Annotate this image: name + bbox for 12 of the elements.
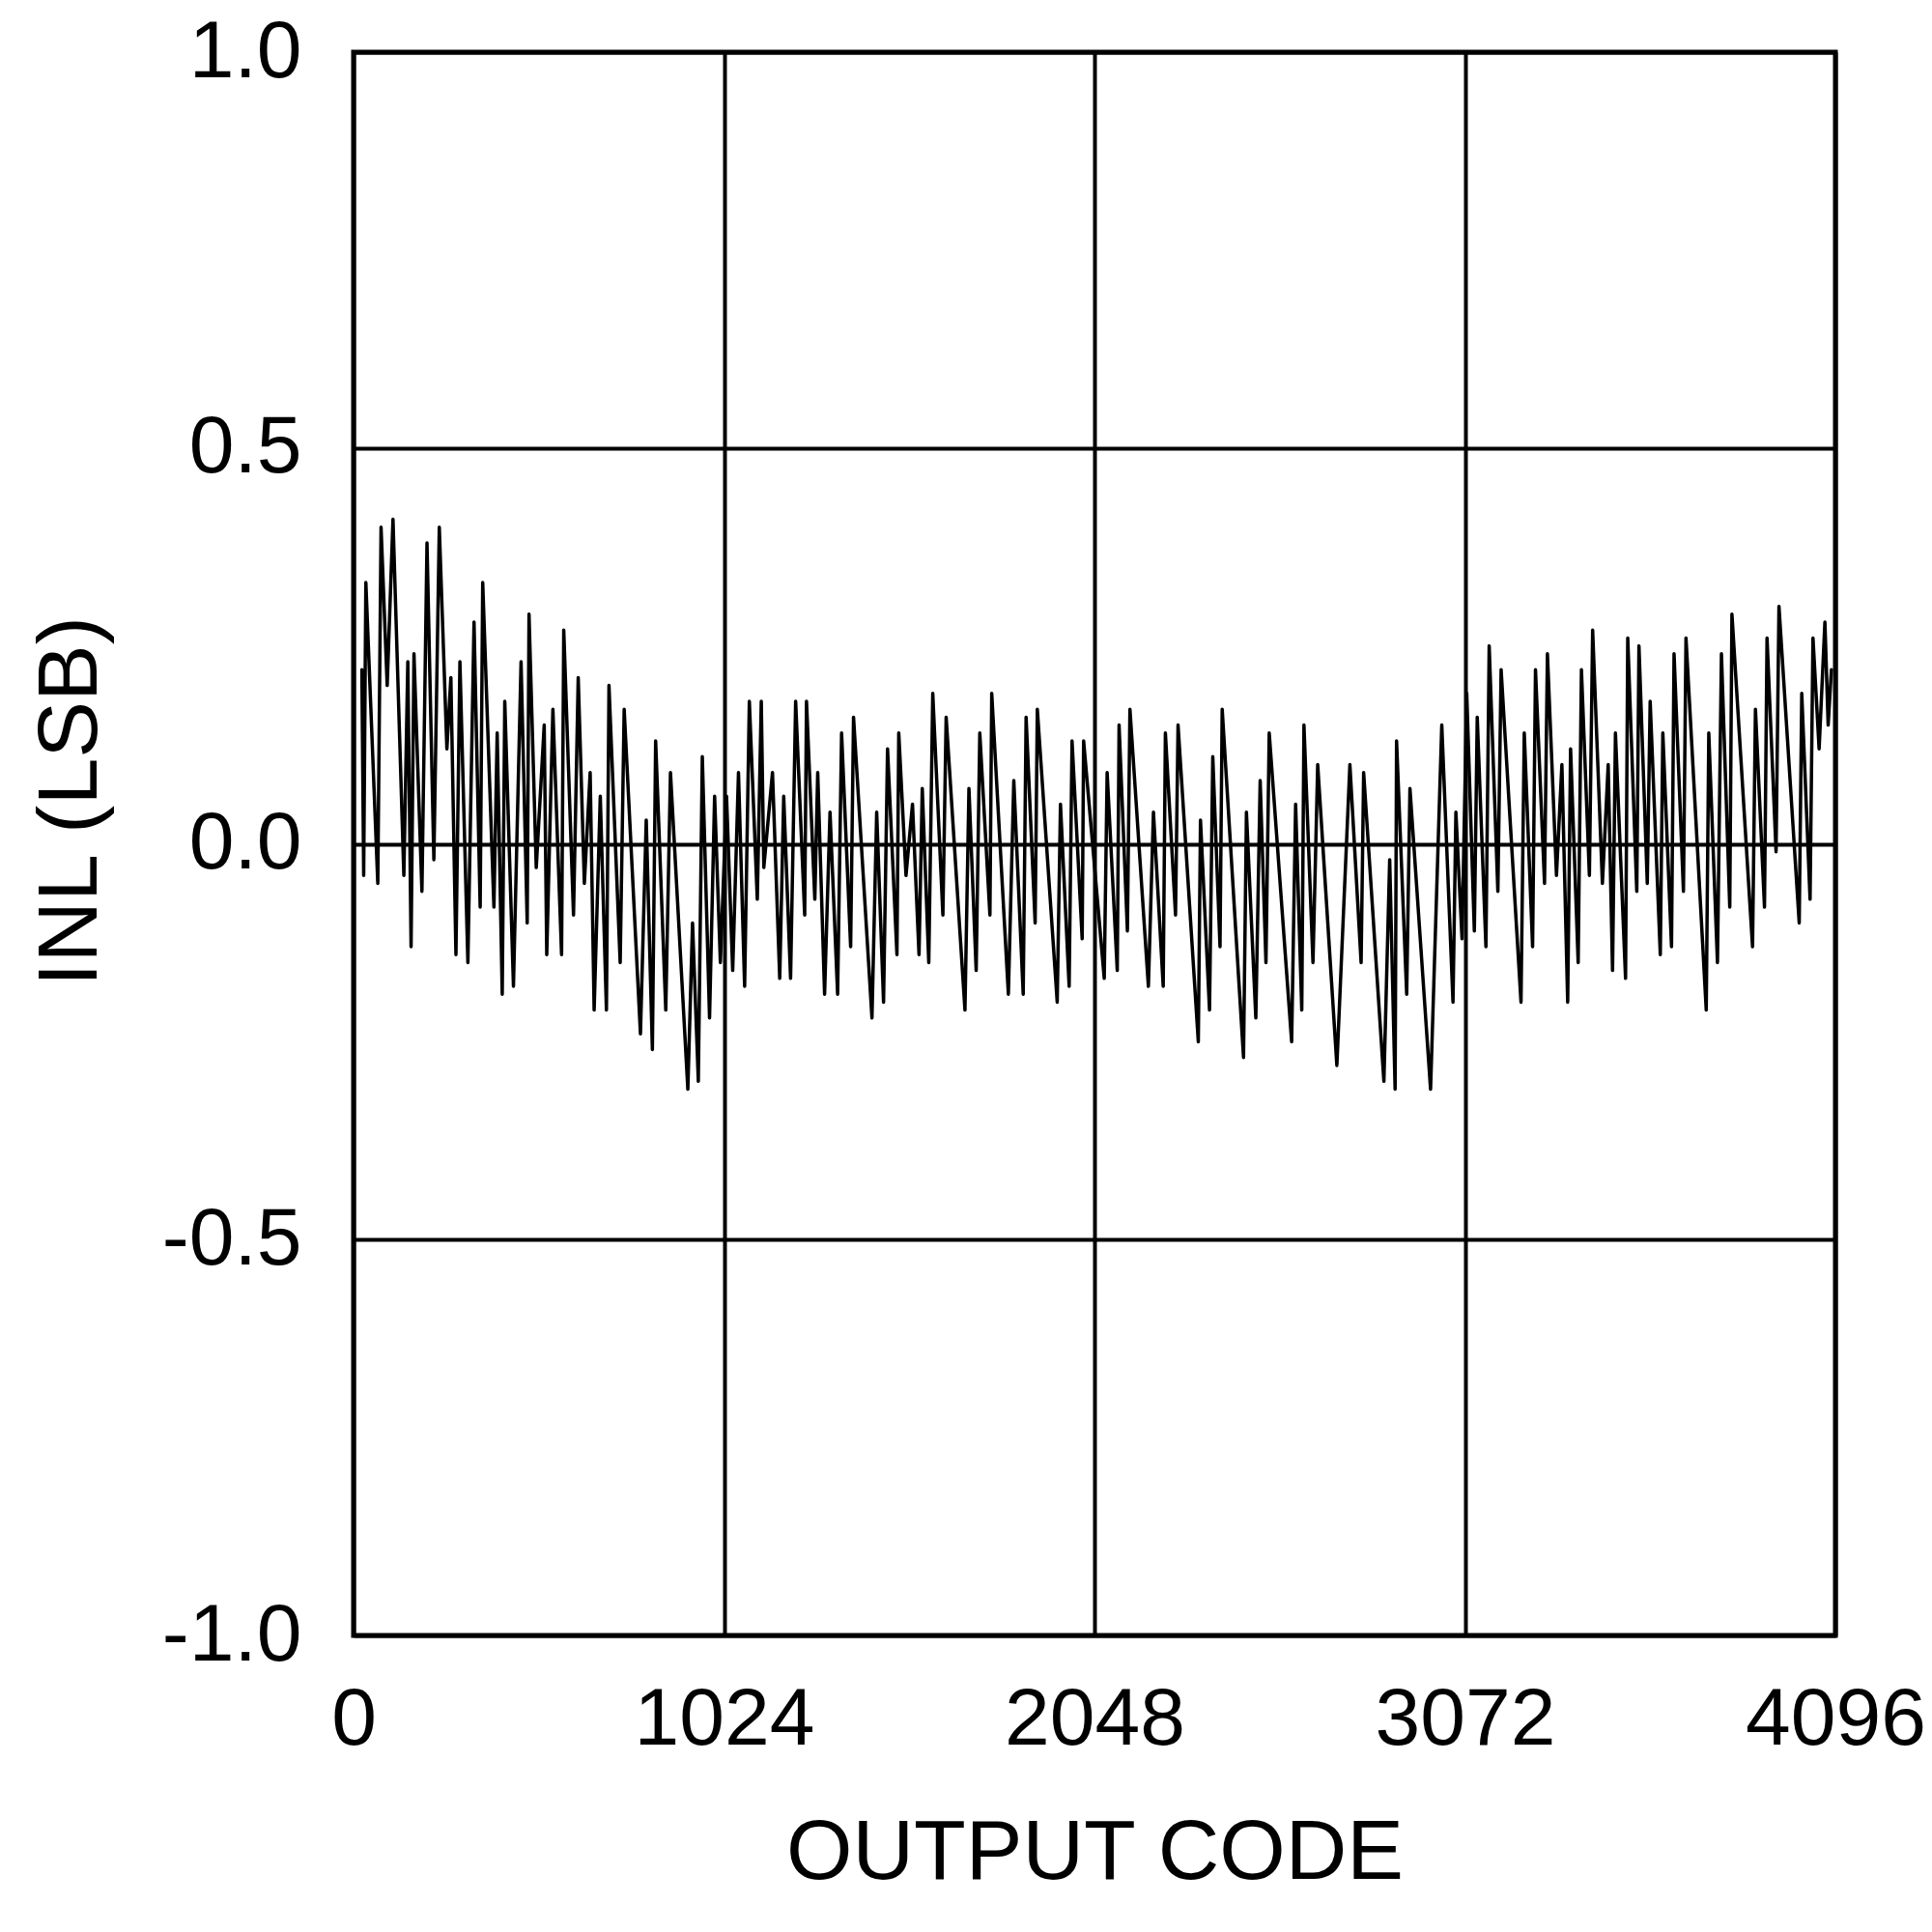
y-axis-title: INL (LSB) <box>18 615 115 987</box>
y-tick-label: 1.0 <box>188 3 302 95</box>
y-tick-label: 0.5 <box>188 399 302 491</box>
x-tick-label: 3072 <box>1375 1670 1556 1762</box>
y-tick-label: -1.0 <box>161 1586 302 1678</box>
x-tick-label: 0 <box>331 1670 377 1762</box>
y-tick-label: -0.5 <box>161 1190 302 1282</box>
x-tick-label: 1024 <box>634 1670 815 1762</box>
x-tick-label: 4096 <box>1746 1670 1926 1762</box>
y-tick-label: 0.0 <box>188 795 302 886</box>
x-tick-label: 2048 <box>1005 1670 1185 1762</box>
x-axis-title: OUTPUT CODE <box>786 1801 1404 1897</box>
